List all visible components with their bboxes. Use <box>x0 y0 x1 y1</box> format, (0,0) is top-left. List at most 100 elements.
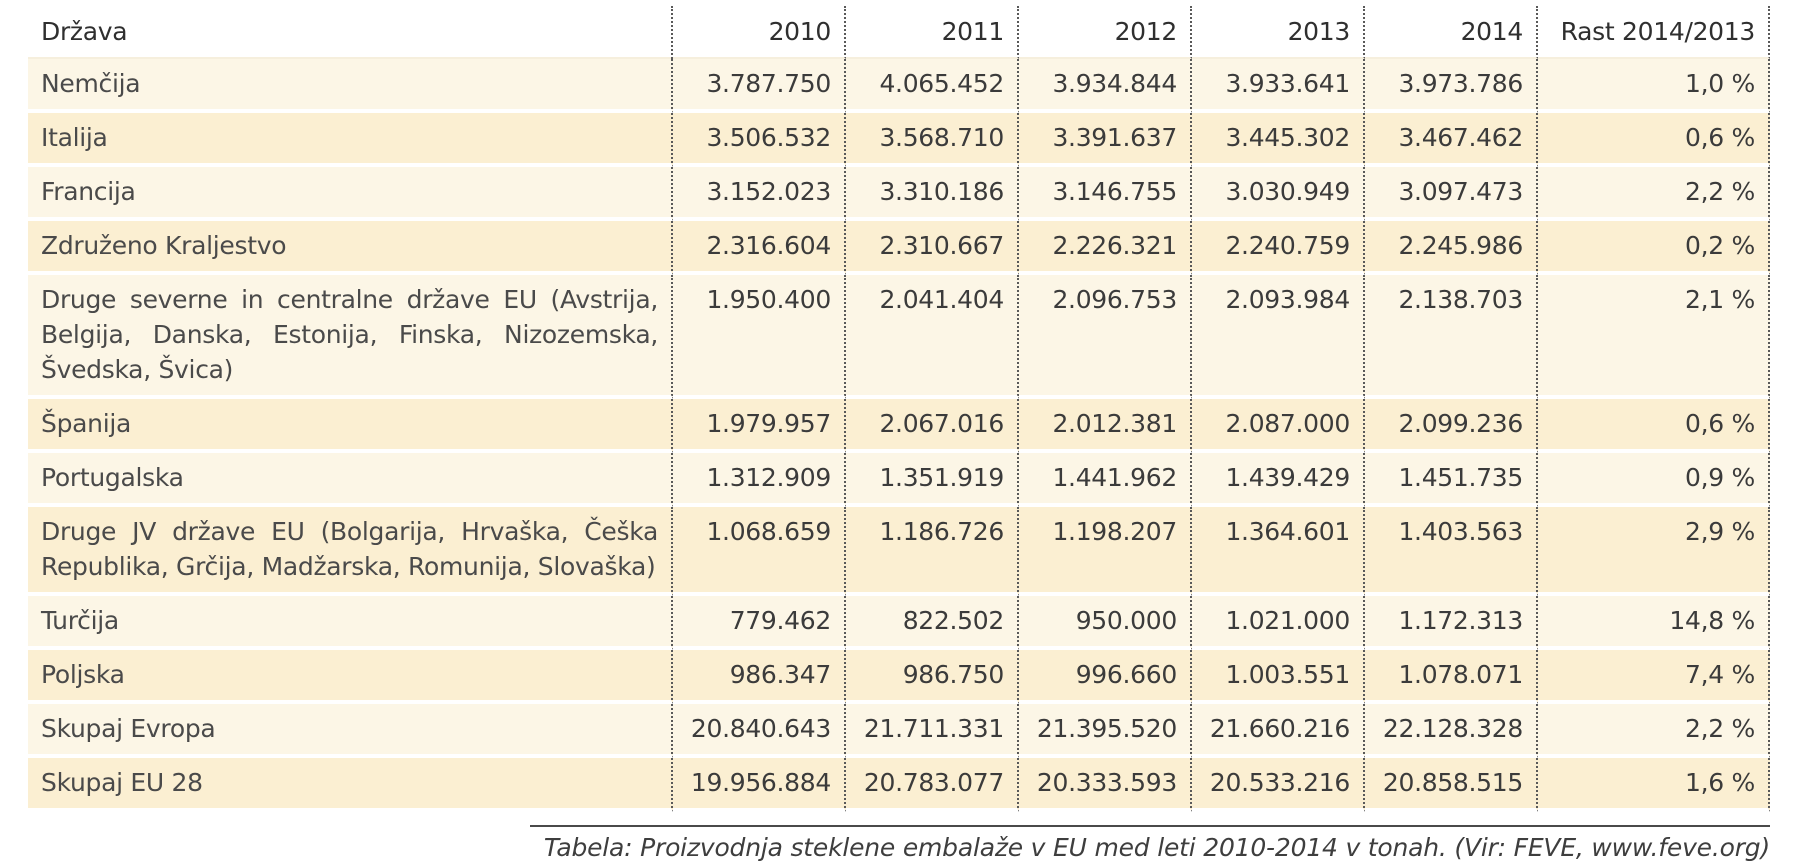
cell-growth: 1,6 % <box>1538 758 1770 812</box>
cell-growth: 14,8 % <box>1538 596 1770 650</box>
cell-value: 1.441.962 <box>1019 453 1192 507</box>
cell-value: 1.979.957 <box>673 399 846 453</box>
header-2013: 2013 <box>1192 6 1365 59</box>
cell-country: Druge severne in centralne države EU (Av… <box>28 275 673 399</box>
cell-growth: 0,6 % <box>1538 399 1770 453</box>
cell-country: Združeno Kraljestvo <box>28 221 673 275</box>
cell-value: 1.068.659 <box>673 507 846 596</box>
table-row: Združeno Kraljestvo 2.316.604 2.310.667 2.2… <box>28 221 1770 275</box>
cell-value: 1.439.429 <box>1192 453 1365 507</box>
cell-value: 3.152.023 <box>673 167 846 221</box>
cell-value: 19.956.884 <box>673 758 846 812</box>
cell-value: 3.787.750 <box>673 59 846 113</box>
cell-value: 3.146.755 <box>1019 167 1192 221</box>
table-row: Druge JV države EU (Bolgarija, Hrvaška, … <box>28 507 1770 596</box>
cell-value: 2.245.986 <box>1365 221 1538 275</box>
cell-value: 2.067.016 <box>846 399 1019 453</box>
cell-country: Italija <box>28 113 673 167</box>
cell-value: 1.403.563 <box>1365 507 1538 596</box>
cell-value: 3.391.637 <box>1019 113 1192 167</box>
cell-value: 2.099.236 <box>1365 399 1538 453</box>
cell-value: 3.933.641 <box>1192 59 1365 113</box>
cell-value: 1.451.735 <box>1365 453 1538 507</box>
cell-value: 2.041.404 <box>846 275 1019 399</box>
cell-country: Nemčija <box>28 59 673 113</box>
cell-value: 3.310.186 <box>846 167 1019 221</box>
cell-value: 20.333.593 <box>1019 758 1192 812</box>
cell-value: 996.660 <box>1019 650 1192 704</box>
cell-value: 1.198.207 <box>1019 507 1192 596</box>
cell-value: 3.506.532 <box>673 113 846 167</box>
cell-value: 1.351.919 <box>846 453 1019 507</box>
cell-value: 2.226.321 <box>1019 221 1192 275</box>
cell-value: 20.783.077 <box>846 758 1019 812</box>
cell-value: 3.467.462 <box>1365 113 1538 167</box>
cell-value: 2.240.759 <box>1192 221 1365 275</box>
cell-value: 1.003.551 <box>1192 650 1365 704</box>
cell-value: 3.097.473 <box>1365 167 1538 221</box>
cell-growth: 0,6 % <box>1538 113 1770 167</box>
cell-value: 2.087.000 <box>1192 399 1365 453</box>
cell-value: 1.172.313 <box>1365 596 1538 650</box>
cell-country: Francija <box>28 167 673 221</box>
cell-value: 2.138.703 <box>1365 275 1538 399</box>
cell-value: 2.316.604 <box>673 221 846 275</box>
cell-value: 1.078.071 <box>1365 650 1538 704</box>
cell-growth: 2,2 % <box>1538 167 1770 221</box>
cell-value: 822.502 <box>846 596 1019 650</box>
header-2012: 2012 <box>1019 6 1192 59</box>
cell-value: 20.840.643 <box>673 704 846 758</box>
cell-value: 3.973.786 <box>1365 59 1538 113</box>
table-row: Skupaj EU 28 19.956.884 20.783.077 20.333.5… <box>28 758 1770 812</box>
table-row: Italija 3.506.532 3.568.710 3.391.637 3.445.… <box>28 113 1770 167</box>
cell-growth: 2,2 % <box>1538 704 1770 758</box>
header-2010: 2010 <box>673 6 846 59</box>
cell-value: 1.312.909 <box>673 453 846 507</box>
cell-value: 3.030.949 <box>1192 167 1365 221</box>
header-row: Država 2010 2011 2012 2013 2014 Rast 201… <box>28 6 1770 59</box>
cell-country: Druge JV države EU (Bolgarija, Hrvaška, … <box>28 507 673 596</box>
production-table-container: Država 2010 2011 2012 2013 2014 Rast 201… <box>28 6 1770 812</box>
cell-value: 4.065.452 <box>846 59 1019 113</box>
cell-value: 3.445.302 <box>1192 113 1365 167</box>
table-row: Francija 3.152.023 3.310.186 3.146.755 3.030… <box>28 167 1770 221</box>
cell-value: 2.012.381 <box>1019 399 1192 453</box>
table-caption: Tabela: Proizvodnja steklene embalaže v … <box>530 825 1770 862</box>
cell-growth: 0,2 % <box>1538 221 1770 275</box>
cell-value: 22.128.328 <box>1365 704 1538 758</box>
cell-country: Španija <box>28 399 673 453</box>
header-2011: 2011 <box>846 6 1019 59</box>
cell-value: 1.950.400 <box>673 275 846 399</box>
table-header: Država 2010 2011 2012 2013 2014 Rast 201… <box>28 6 1770 59</box>
cell-country: Skupaj EU 28 <box>28 758 673 812</box>
cell-value: 20.858.515 <box>1365 758 1538 812</box>
cell-value: 2.093.984 <box>1192 275 1365 399</box>
header-country: Država <box>28 6 673 59</box>
cell-growth: 2,1 % <box>1538 275 1770 399</box>
cell-value: 3.934.844 <box>1019 59 1192 113</box>
cell-value: 20.533.216 <box>1192 758 1365 812</box>
table-row: Skupaj Evropa 20.840.643 21.711.331 21.395.… <box>28 704 1770 758</box>
cell-value: 1.186.726 <box>846 507 1019 596</box>
cell-value: 21.711.331 <box>846 704 1019 758</box>
cell-value: 779.462 <box>673 596 846 650</box>
cell-value: 950.000 <box>1019 596 1192 650</box>
cell-growth: 2,9 % <box>1538 507 1770 596</box>
table-row: Turčija 779.462 822.502 950.000 1.021.000 1.1… <box>28 596 1770 650</box>
cell-country: Skupaj Evropa <box>28 704 673 758</box>
cell-value: 2.096.753 <box>1019 275 1192 399</box>
table-body: Nemčija 3.787.750 4.065.452 3.934.844 3.933.… <box>28 59 1770 812</box>
table-row: Poljska 986.347 986.750 996.660 1.003.551 1.0… <box>28 650 1770 704</box>
cell-value: 1.364.601 <box>1192 507 1365 596</box>
cell-country: Poljska <box>28 650 673 704</box>
glass-packaging-production-table: Država 2010 2011 2012 2013 2014 Rast 201… <box>28 6 1770 812</box>
table-row: Španija 1.979.957 2.067.016 2.012.381 2.087.… <box>28 399 1770 453</box>
cell-value: 2.310.667 <box>846 221 1019 275</box>
cell-growth: 1,0 % <box>1538 59 1770 113</box>
header-growth: Rast 2014/2013 <box>1538 6 1770 59</box>
table-row: Nemčija 3.787.750 4.065.452 3.934.844 3.933.… <box>28 59 1770 113</box>
cell-growth: 7,4 % <box>1538 650 1770 704</box>
cell-value: 3.568.710 <box>846 113 1019 167</box>
cell-growth: 0,9 % <box>1538 453 1770 507</box>
header-2014: 2014 <box>1365 6 1538 59</box>
